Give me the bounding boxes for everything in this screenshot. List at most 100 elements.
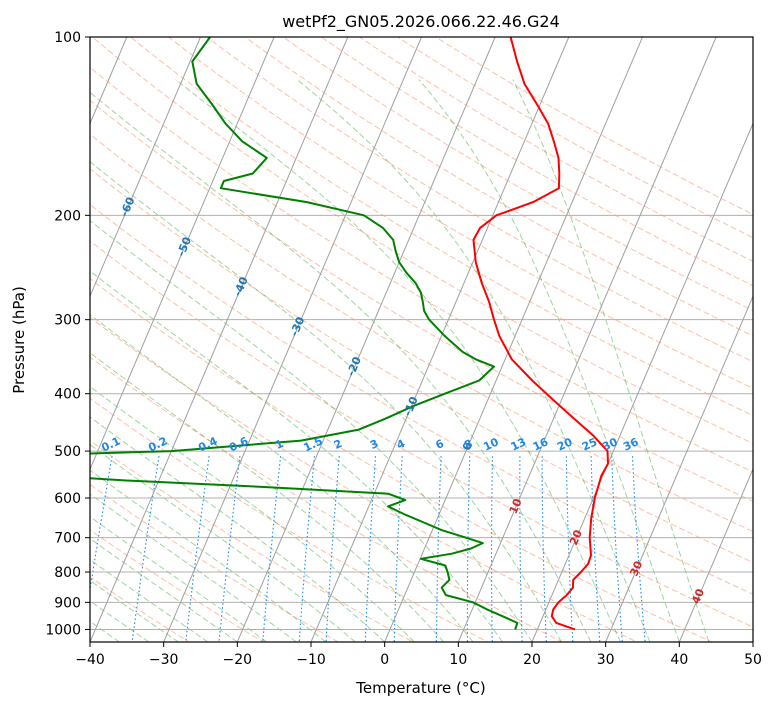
x-tick-label: 20 [523, 652, 541, 668]
moist-adiabat-line [90, 537, 238, 642]
mixing-ratio-label: 36 [621, 435, 641, 453]
moist-adiabat-line [90, 493, 297, 642]
dry-adiabat-line [358, 37, 753, 262]
moist-adiabat-line [90, 579, 179, 642]
moist-adiabat-line [90, 386, 415, 642]
moist-adiabat-line [512, 79, 710, 642]
dry-adiabat-line [90, 203, 753, 595]
isotherm-line [236, 37, 496, 642]
isotherm-label: 40 [689, 586, 707, 605]
mixing-ratio-line [611, 456, 623, 642]
mixing-ratio-line [590, 456, 601, 642]
isotherm-line [90, 37, 275, 471]
mixing-ratio-label: 20 [555, 435, 575, 453]
isotherm-line [163, 37, 422, 642]
isotherm-line [384, 37, 643, 642]
mixing-ratio-line [131, 456, 160, 642]
mixing-ratio-label: 25 [580, 435, 599, 453]
isotherm-line [90, 37, 349, 642]
x-axis-title: Temperature (°C) [355, 679, 485, 697]
mixing-ratio-label: 13 [509, 435, 528, 453]
dry-adiabat-line [167, 37, 753, 389]
dry-adiabat-line [90, 99, 753, 502]
isotherm-label: 20 [567, 528, 585, 547]
mixing-ratio-line [565, 456, 574, 642]
y-tick-label: 600 [54, 491, 81, 507]
moist-adiabat-line [90, 559, 209, 642]
mixing-ratio-line [393, 456, 403, 642]
isotherm-line [310, 37, 570, 642]
moist-adiabat-line [90, 443, 356, 642]
y-tick-label: 400 [54, 387, 81, 403]
moist-adiabat-line [90, 161, 562, 642]
x-tick-label: −40 [75, 652, 105, 668]
isotherm-line [678, 467, 753, 642]
dewpoint-profile-line [90, 37, 519, 630]
x-tick-label: 10 [449, 652, 467, 668]
dry-adiabat-line [434, 37, 753, 215]
x-tick-label: −10 [296, 652, 326, 668]
dry-adiabat-line [90, 316, 639, 642]
temperature-profile-line [472, 37, 609, 631]
moist-adiabat-line [90, 469, 327, 642]
dry-adiabat-line [90, 66, 753, 473]
isotherm-label: 10 [507, 496, 525, 515]
y-tick-label: 200 [54, 208, 81, 224]
dry-adiabat-line [90, 483, 340, 642]
mixing-ratio-line [541, 456, 547, 642]
y-tick-label: 1000 [45, 622, 81, 638]
mixing-ratio-label: 10 [481, 435, 501, 453]
plot-frame [89, 36, 754, 643]
moist-adiabat-line [90, 416, 386, 642]
dry-adiabat-line [90, 168, 753, 564]
moist-adiabat-line [175, 79, 621, 642]
moist-adiabat-line [90, 91, 592, 642]
dry-adiabat-line [90, 397, 489, 642]
moist-adiabat-line [418, 79, 680, 642]
mixing-ratio-label: 30 [600, 435, 620, 453]
mixing-ratio-line [519, 456, 523, 642]
x-tick-label: 0 [380, 652, 389, 668]
mixing-ratio-line [364, 456, 377, 642]
y-axis-title: Pressure (hPa) [10, 286, 28, 394]
mixing-ratio-line [490, 456, 494, 642]
dry-adiabat-line [282, 37, 753, 312]
y-tick-label: 100 [54, 30, 81, 46]
background-lines [90, 37, 753, 642]
dry-adiabat-line [320, 37, 753, 287]
dry-adiabat-line [90, 278, 713, 642]
mixing-ratio-label: 16 [531, 435, 551, 453]
mixing-ratio-line [90, 456, 113, 593]
moist-adiabat-line [296, 79, 651, 642]
moist-adiabat-line [90, 516, 268, 642]
y-tick-label: 300 [54, 313, 81, 329]
mixing-ratio-line [435, 456, 442, 642]
axes: −40 −30 −20 −10 0 10 20 30 40 50 100 200 300 400 500 60… [45, 30, 762, 668]
moist-adiabat-line [90, 219, 533, 642]
y-tick-label: 700 [54, 531, 81, 547]
y-tick-label: 900 [54, 595, 81, 611]
x-tick-label: 30 [597, 652, 615, 668]
chart-title: wetPf2_GN05.2026.066.22.46.G24 [282, 12, 560, 32]
mixing-ratio-line [262, 456, 282, 642]
x-tick-label: −20 [223, 652, 253, 668]
mixing-ratio-line [631, 456, 646, 642]
mixing-ratio-line [218, 456, 241, 642]
y-tick-label: 800 [54, 565, 81, 581]
y-tick-label: 500 [54, 444, 81, 460]
x-tick-label: 40 [670, 652, 688, 668]
isotherm-line [531, 122, 753, 642]
isotherm-line [605, 295, 753, 642]
mixing-ratio-line [325, 456, 340, 642]
mixing-ratio-line [185, 456, 210, 642]
dry-adiabat-line [91, 37, 753, 445]
isotherm-line [90, 37, 201, 298]
dry-adiabat-line [244, 37, 753, 337]
profile-lines [90, 37, 609, 631]
x-tick-label: −30 [149, 652, 179, 668]
isotherm-line [457, 37, 717, 642]
isotherm-label: 30 [627, 559, 645, 578]
x-tick-label: 50 [744, 652, 762, 668]
